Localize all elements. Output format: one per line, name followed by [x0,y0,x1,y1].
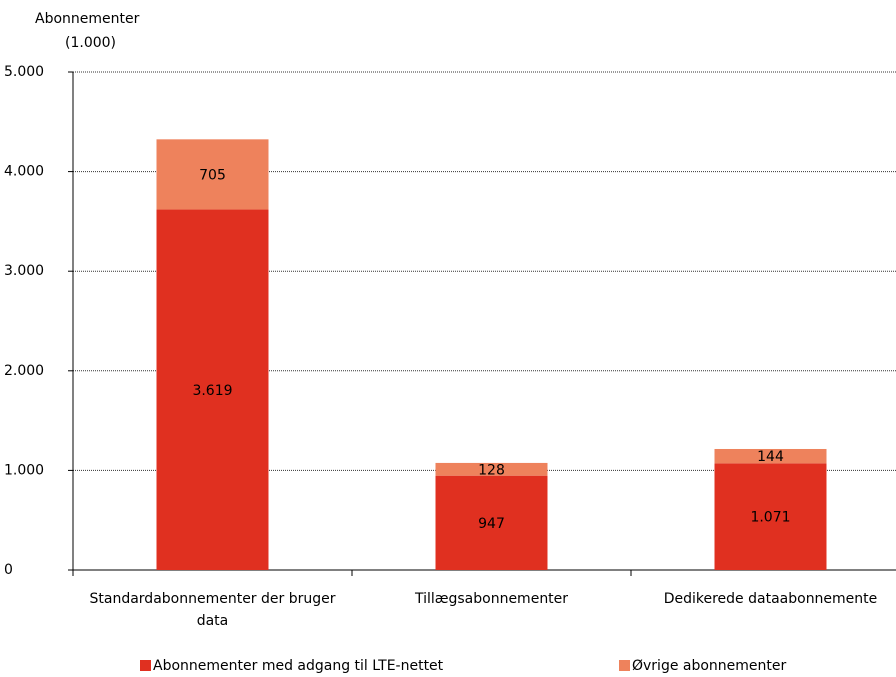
bar-segment [435,462,548,476]
x-tick-label: Dedikerede dataabonnemente [663,591,878,607]
data-label: 3.619 [192,383,232,399]
data-label: 1.071 [750,510,790,526]
bar-segment [714,448,827,464]
data-label: 128 [478,462,505,478]
legend-swatch [619,660,630,671]
legend-label: Øvrige abonnementer [632,658,787,674]
bar-segment [714,463,827,570]
bar-segment [156,209,269,570]
data-label: 144 [757,449,784,465]
y-tick-label: 4.000 [4,164,44,180]
y-tick-label: 0 [4,562,13,578]
y-axis-title: (1.000) [65,35,116,51]
data-label: 705 [199,167,226,183]
legend-swatch [140,660,151,671]
x-tick-label: Tillægsabonnementer [414,591,569,607]
y-axis-title: Abonnementer [35,11,140,27]
legend-label: Abonnementer med adgang til LTE-nettet [153,658,444,674]
x-tick-label: Standardabonnementer der bruger data [89,591,336,629]
bar-segment [435,475,548,570]
bar-segment [156,139,269,210]
y-tick-label: 5.000 [4,64,44,80]
y-tick-label: 3.000 [4,263,44,279]
data-label: 947 [478,516,505,532]
y-tick-label: 2.000 [4,363,44,379]
y-tick-label: 1.000 [4,462,44,478]
